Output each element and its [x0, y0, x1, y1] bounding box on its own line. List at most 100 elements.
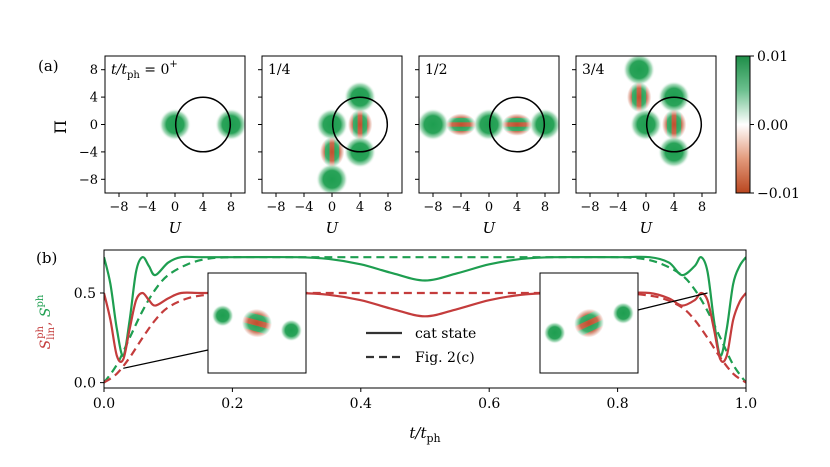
x-tick-label: 8 [384, 200, 392, 215]
phase-space-circle [331, 96, 389, 153]
inset-fringe-stripe [576, 319, 607, 338]
interference-fringe-stripe [348, 109, 354, 140]
x-tick-label: 8 [227, 200, 235, 215]
inset-fringe-stripe [578, 324, 609, 343]
xlabel-sub: ph [426, 432, 440, 445]
inset-fringe-stripe [240, 321, 271, 336]
time-label: t/tph = 0+ [111, 59, 178, 81]
x-tick-label: 0 [171, 200, 179, 215]
interference-fringe-stripe [666, 109, 672, 140]
x-axis-label: U [640, 219, 654, 237]
panel-a-ylabel: Π [51, 120, 70, 134]
time-label-part-3: + [169, 59, 177, 70]
interference-fringe-stripe [446, 117, 476, 123]
ylabel-s-lin-sub: lin [46, 326, 57, 339]
x-tick-label: −8 [266, 200, 285, 215]
y-tick-label: −4 [79, 145, 98, 160]
inset-fringe [569, 303, 609, 343]
interference-fringe [320, 136, 345, 167]
legend-label: Fig. 2(c) [415, 350, 475, 366]
x-tick-label: 0 [328, 200, 336, 215]
inset-pointer-line [123, 349, 209, 369]
x-tick-label: −8 [109, 200, 128, 215]
interference-fringe-stripe [367, 109, 373, 140]
y-tick-label: 8 [90, 63, 98, 78]
y-tick-label: 0.5 [74, 286, 96, 302]
phase-space-circle [488, 96, 546, 153]
panel-b-ylabel: Slinph, Sph [35, 294, 57, 349]
interference-fringe-stripe [324, 136, 330, 167]
x-tick-label: −4 [294, 200, 313, 215]
heatmap-panel-1: −8 −4 0 4 8 −8 −4 0 4 8 Ut/tph = 0+ [79, 55, 246, 237]
interference-fringe-stripe [339, 136, 345, 167]
inset-pointer-line [637, 292, 708, 311]
x-tick-label: −8 [580, 200, 599, 215]
y-tick-label: 0.0 [74, 376, 96, 392]
ylabel-s: S [38, 308, 54, 318]
inset-fringe-stripe [241, 316, 273, 330]
interference-fringe [348, 109, 373, 140]
time-label-part-1: ph [127, 70, 140, 81]
series-group [104, 255, 746, 384]
inset-blob [612, 302, 635, 325]
x-tick-label: 8 [698, 200, 706, 215]
x-tick-label: 0.2 [221, 396, 243, 412]
interference-fringe-stripe [502, 117, 532, 123]
interference-fringe [502, 113, 532, 136]
x-tick-label: 4 [356, 200, 364, 215]
interference-fringe-stripe [627, 82, 633, 113]
x-tick-label: −4 [608, 200, 627, 215]
colorbar-label-mid: 0.00 [757, 118, 788, 134]
panel-a-label: (a) [38, 57, 59, 75]
colorbar-gradient [735, 55, 751, 194]
x-tick-label: 1.0 [735, 396, 757, 412]
x-tick-label: 8 [541, 200, 549, 215]
series-line-4 [104, 291, 746, 384]
interference-fringe-stripe [502, 122, 532, 127]
time-label: 3/4 [582, 62, 605, 78]
heatmap-row: −8 −4 0 4 8 −8 −4 0 4 8 Ut/tph = 0+ −8 −4 0 4 8 U 1/4 −8 −4… [79, 55, 717, 237]
line-chart-frame [103, 249, 747, 389]
ylabel-s-lin-sup: ph [35, 325, 46, 338]
x-tick-label: 4 [670, 200, 678, 215]
time-label-part-0: t/t [111, 62, 127, 78]
x-tick-label: 4 [513, 200, 521, 215]
interference-fringe-stripe [320, 136, 326, 167]
time-label: 1/2 [425, 62, 448, 78]
ylabel-s-lin: S [38, 340, 54, 350]
legend-label: cat state [415, 326, 476, 342]
interference-fringe-stripe [357, 109, 363, 140]
series-line-3 [104, 291, 746, 363]
time-label: 1/4 [268, 62, 291, 78]
interference-fringe-stripe [671, 109, 677, 140]
interference-fringe-stripe [631, 82, 637, 113]
inset-blob [211, 304, 234, 327]
y-tick-label: 0 [90, 118, 98, 133]
panel-b-xlabel: t/tph [409, 424, 440, 445]
gaussian-blob [419, 108, 449, 141]
x-axis-label: U [326, 219, 340, 237]
ylabel-s-sup: ph [35, 294, 46, 307]
interference-fringe-stripe [502, 131, 532, 136]
interference-fringe-stripe [681, 109, 687, 140]
colorbar-label-bottom: −0.01 [757, 186, 800, 202]
x-tick-label: 0 [642, 200, 650, 215]
x-tick-label: 0.6 [478, 396, 500, 412]
heatmap-panel-3: −8 −4 0 4 8 U 1/2 [415, 55, 560, 237]
phase-space-circle [645, 96, 703, 153]
x-tick-label: 0 [485, 200, 493, 215]
interference-fringe-stripe [646, 82, 652, 113]
inset-left [207, 272, 307, 374]
svg-text:t/tph: t/tph [409, 424, 440, 445]
interference-fringe-stripe [329, 136, 335, 167]
interference-fringe [627, 82, 652, 113]
interference-fringe-stripe [502, 113, 532, 119]
inset-fringe-stripe [238, 327, 270, 341]
inset-fringe-stripe [243, 311, 274, 325]
interference-fringe-stripe [352, 109, 358, 140]
svg-text:Slinph, Sph: Slinph, Sph [35, 294, 57, 349]
gaussian-blob [623, 56, 655, 86]
x-axis-label: U [483, 219, 497, 237]
line-chart: 0.0 0.2 0.4 0.6 0.8 1.0 0.0 0.5 cat state Fig. 2(… [74, 249, 757, 412]
